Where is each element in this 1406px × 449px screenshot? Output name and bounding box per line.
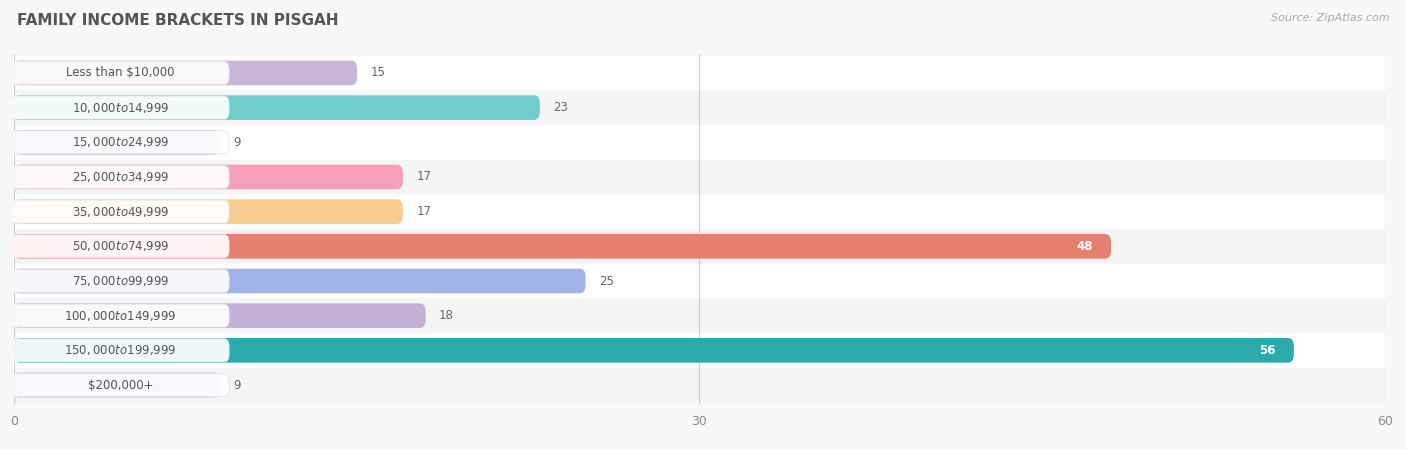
- Text: 15: 15: [371, 66, 385, 79]
- Text: $25,000 to $34,999: $25,000 to $34,999: [72, 170, 169, 184]
- Text: 18: 18: [439, 309, 454, 322]
- Text: Less than $10,000: Less than $10,000: [66, 66, 174, 79]
- FancyBboxPatch shape: [11, 62, 229, 84]
- Bar: [14, 125, 1385, 160]
- FancyBboxPatch shape: [14, 269, 585, 293]
- Bar: [14, 264, 1385, 298]
- FancyBboxPatch shape: [11, 304, 229, 327]
- Text: $200,000+: $200,000+: [87, 379, 153, 392]
- FancyBboxPatch shape: [11, 339, 229, 362]
- Bar: [14, 90, 1385, 125]
- Text: 9: 9: [233, 136, 240, 149]
- Text: 17: 17: [416, 171, 432, 184]
- FancyBboxPatch shape: [11, 200, 229, 223]
- Text: 23: 23: [554, 101, 568, 114]
- Bar: [14, 368, 1385, 402]
- Text: 25: 25: [599, 274, 614, 287]
- FancyBboxPatch shape: [11, 269, 229, 293]
- Text: $75,000 to $99,999: $75,000 to $99,999: [72, 274, 169, 288]
- FancyBboxPatch shape: [14, 130, 219, 154]
- Text: $50,000 to $74,999: $50,000 to $74,999: [72, 239, 169, 253]
- Text: 9: 9: [233, 379, 240, 392]
- FancyBboxPatch shape: [14, 304, 426, 328]
- Bar: [14, 56, 1385, 90]
- FancyBboxPatch shape: [14, 61, 357, 85]
- Text: 56: 56: [1258, 344, 1275, 357]
- Text: $10,000 to $14,999: $10,000 to $14,999: [72, 101, 169, 114]
- FancyBboxPatch shape: [14, 234, 1111, 259]
- FancyBboxPatch shape: [11, 165, 229, 189]
- Bar: [14, 229, 1385, 264]
- Bar: [14, 298, 1385, 333]
- Text: $35,000 to $49,999: $35,000 to $49,999: [72, 205, 169, 219]
- Bar: [14, 160, 1385, 194]
- FancyBboxPatch shape: [11, 374, 229, 396]
- FancyBboxPatch shape: [14, 165, 402, 189]
- FancyBboxPatch shape: [11, 235, 229, 258]
- Text: FAMILY INCOME BRACKETS IN PISGAH: FAMILY INCOME BRACKETS IN PISGAH: [17, 13, 339, 28]
- Text: Source: ZipAtlas.com: Source: ZipAtlas.com: [1271, 13, 1389, 23]
- Bar: [14, 194, 1385, 229]
- FancyBboxPatch shape: [14, 338, 1294, 363]
- Text: $100,000 to $149,999: $100,000 to $149,999: [65, 308, 177, 323]
- FancyBboxPatch shape: [11, 96, 229, 119]
- FancyBboxPatch shape: [14, 373, 219, 397]
- FancyBboxPatch shape: [11, 131, 229, 154]
- FancyBboxPatch shape: [14, 95, 540, 120]
- Text: 17: 17: [416, 205, 432, 218]
- Text: $150,000 to $199,999: $150,000 to $199,999: [65, 343, 177, 357]
- Text: $15,000 to $24,999: $15,000 to $24,999: [72, 135, 169, 150]
- FancyBboxPatch shape: [14, 199, 402, 224]
- Text: 48: 48: [1076, 240, 1092, 253]
- Bar: [14, 333, 1385, 368]
